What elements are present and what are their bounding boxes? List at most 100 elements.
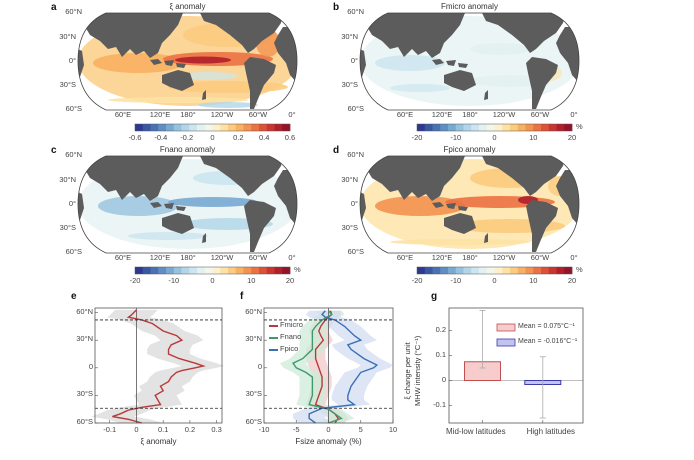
map-outline bbox=[77, 12, 298, 111]
colorbar-step bbox=[471, 124, 480, 131]
lat-tick-label: 60°N bbox=[65, 7, 82, 16]
legend-label: Mean = -0.016°C⁻¹ bbox=[518, 338, 578, 345]
lon-tick-label: 60°W bbox=[248, 253, 268, 262]
anomaly-patch bbox=[375, 196, 465, 216]
colorbar-step bbox=[424, 124, 433, 131]
colorbar-tick-label: 10 bbox=[247, 276, 256, 285]
lon-tick-label: 60°E bbox=[114, 110, 132, 119]
colorbar-step bbox=[548, 267, 557, 274]
panel-letter-a: a bbox=[51, 2, 57, 13]
colorbar-step bbox=[274, 267, 283, 274]
colorbar-step bbox=[212, 124, 221, 131]
legend-label: Mean = 0.075°C⁻¹ bbox=[518, 323, 575, 330]
colorbar-tick-label: -10 bbox=[450, 276, 462, 285]
colorbar-step bbox=[243, 124, 252, 131]
lat-tick-label: 60°S bbox=[347, 104, 364, 113]
colorbar-step bbox=[266, 124, 275, 131]
map-title: Fpico anomaly bbox=[443, 145, 496, 154]
colorbar-step bbox=[455, 267, 464, 274]
lon-tick-label: 120°W bbox=[210, 110, 234, 119]
y-tick-label: -0.1 bbox=[433, 399, 446, 409]
colorbar-step bbox=[150, 124, 159, 131]
colorbar-step bbox=[564, 267, 573, 274]
lon-tick-label: 120°W bbox=[492, 253, 516, 262]
land-indonesia-2 bbox=[164, 60, 174, 66]
y-axis-label: ξ change per unit MHW intensity (°C⁻¹) bbox=[403, 335, 423, 405]
land-australia bbox=[444, 213, 476, 234]
land-eurasia bbox=[366, 156, 465, 201]
colorbar-tick-label: 0 bbox=[492, 133, 497, 142]
colorbar-step bbox=[525, 124, 534, 131]
y-tick-label: 30°N bbox=[76, 334, 93, 344]
x-tick-label: 0 bbox=[326, 425, 331, 434]
category-label: Mid-low latitudes bbox=[446, 427, 506, 436]
colorbar-tick-label: -20 bbox=[411, 133, 423, 142]
colorbar-step bbox=[463, 267, 472, 274]
land-africa-east bbox=[78, 49, 84, 77]
colorbar-unit: % bbox=[576, 265, 583, 274]
series-line-ξ bbox=[112, 309, 206, 424]
colorbar-step bbox=[181, 124, 190, 131]
colorbar-step bbox=[228, 124, 237, 131]
panel-letter-b: b bbox=[333, 2, 340, 13]
panel-letter-g: g bbox=[431, 291, 438, 302]
colorbar-step bbox=[135, 124, 144, 131]
colorbar-tick-label: -10 bbox=[168, 276, 180, 285]
y-tick-label: 0.1 bbox=[435, 349, 446, 359]
lon-tick-label: 120°E bbox=[431, 110, 453, 119]
map-title: ξ anomaly bbox=[169, 2, 206, 11]
lon-tick-label: 120°W bbox=[492, 110, 516, 119]
land bbox=[360, 156, 579, 252]
x-tick-label: -10 bbox=[258, 425, 270, 434]
land-new-guinea bbox=[458, 206, 468, 211]
land-south-america bbox=[526, 57, 558, 109]
colorbar-step bbox=[220, 267, 229, 274]
colorbar-unit: % bbox=[576, 122, 583, 131]
x-tick-label: 5 bbox=[358, 425, 363, 434]
lat-tick-label: 60°N bbox=[65, 150, 82, 159]
colorbar-step bbox=[235, 267, 244, 274]
land-australia bbox=[162, 70, 194, 91]
x-tick-label: 0.2 bbox=[184, 425, 196, 434]
land-africa-europe bbox=[556, 27, 579, 83]
land-new-zealand bbox=[484, 233, 488, 243]
lon-tick-label: 60°E bbox=[114, 253, 132, 262]
colorbar-step bbox=[432, 124, 441, 131]
land-indonesia-1 bbox=[432, 59, 444, 65]
land-south-america bbox=[244, 200, 276, 252]
colorbar-step bbox=[166, 124, 175, 131]
lon-tick-label: 0° bbox=[288, 110, 296, 119]
bar-1 bbox=[524, 380, 562, 385]
legend-label: Fpico bbox=[280, 344, 299, 353]
colorbar bbox=[134, 123, 291, 132]
colorbar-step bbox=[541, 124, 550, 131]
map-outline bbox=[359, 155, 580, 254]
lat-tick-label: 30°N bbox=[341, 175, 358, 184]
colorbar-step bbox=[455, 124, 464, 131]
y-tick-label: 30°S bbox=[76, 389, 93, 399]
land-new-zealand bbox=[484, 90, 488, 100]
land-north-america bbox=[482, 13, 565, 53]
y-tick-label: 30°S bbox=[245, 389, 262, 399]
colorbar-tick-label: 0.6 bbox=[284, 133, 296, 142]
lon-tick-label: 60°W bbox=[530, 110, 550, 119]
anomaly-patch bbox=[93, 53, 183, 73]
colorbar-tick-label: -20 bbox=[411, 276, 423, 285]
lon-tick-label: 60°W bbox=[248, 110, 268, 119]
land bbox=[78, 13, 297, 109]
colorbar-step bbox=[259, 124, 268, 131]
colorbar-step bbox=[440, 124, 449, 131]
y-tick-label: 0.2 bbox=[435, 324, 446, 334]
colorbar-step bbox=[181, 267, 190, 274]
uncertainty-band-fmicro bbox=[305, 310, 348, 423]
colorbar-tick-label: -0.4 bbox=[154, 133, 168, 142]
colorbar-step bbox=[448, 267, 457, 274]
lon-tick-label: 60°W bbox=[530, 253, 550, 262]
lat-tick-label: 30°N bbox=[59, 175, 76, 184]
x-tick-label: -5 bbox=[292, 425, 300, 434]
colorbar-step bbox=[166, 267, 175, 274]
colorbar-step bbox=[142, 267, 151, 274]
colorbar-step bbox=[212, 267, 221, 274]
colorbar-step bbox=[259, 267, 268, 274]
anomaly-patch bbox=[98, 196, 178, 216]
